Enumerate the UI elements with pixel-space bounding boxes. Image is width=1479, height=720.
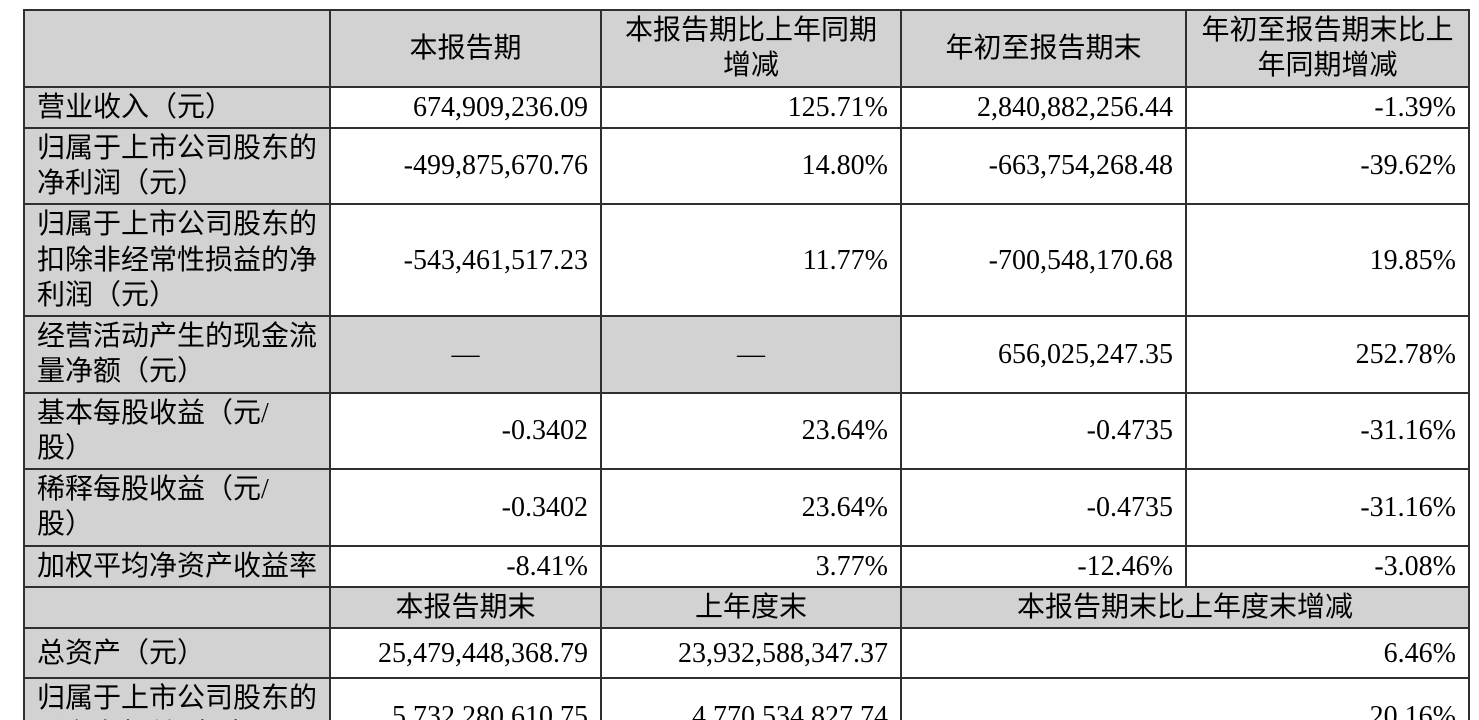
row-label: 经营活动产生的现金流 量净额（元） — [23, 315, 331, 394]
cell-revenue-current: 674,909,236.09 — [329, 85, 602, 129]
cell-deducted-ytd: -700,548,170.68 — [900, 203, 1187, 318]
cell-equity-period-end: 5,732,280,610.75 — [329, 677, 602, 720]
header-ytd: 年初至报告期末 — [900, 9, 1187, 88]
table-row-owners-equity: 归属于上市公司股东的 所有者权益（元） 5,732,280,610.75 4,7… — [23, 677, 1470, 720]
cell-basic-eps-ytd: -0.4735 — [900, 391, 1187, 471]
cell-total-assets-period-end: 25,479,448,368.79 — [329, 627, 602, 680]
table-row-deducted-net-profit: 归属于上市公司股东的 扣除非经常性损益的净 利润（元） -543,461,517… — [23, 203, 1470, 318]
cell-basic-eps-ytd-yoy: -31.16% — [1185, 391, 1470, 471]
row-label: 归属于上市公司股东的 扣除非经常性损益的净 利润（元） — [23, 203, 331, 318]
cell-cash-flow-yoy-dash: — — [600, 315, 902, 394]
cell-equity-prev-year: 4,770,534,827.74 — [600, 677, 902, 720]
header-empty-cell — [23, 9, 331, 88]
cell-deducted-current: -543,461,517.23 — [329, 203, 602, 318]
row-label: 稀释每股收益（元/ 股） — [23, 468, 331, 547]
table-row-operating-cash-flow: 经营活动产生的现金流 量净额（元） — — 656,025,247.35 252… — [23, 315, 1470, 394]
cell-deducted-yoy: 11.77% — [600, 203, 902, 318]
cell-net-profit-current: -499,875,670.76 — [329, 126, 602, 206]
cell-net-profit-yoy: 14.80% — [600, 126, 902, 206]
cell-diluted-eps-yoy: 23.64% — [600, 468, 902, 547]
row-label: 营业收入（元） — [23, 85, 331, 129]
cell-diluted-eps-current: -0.3402 — [329, 468, 602, 547]
table-row-net-profit: 归属于上市公司股东的 净利润（元） -499,875,670.76 14.80%… — [23, 126, 1470, 206]
cell-roe-ytd-yoy: -3.08% — [1185, 544, 1470, 588]
cell-total-assets-prev-year: 23,932,588,347.37 — [600, 627, 902, 680]
cell-basic-eps-yoy: 23.64% — [600, 391, 902, 471]
cell-net-profit-ytd: -663,754,268.48 — [900, 126, 1187, 206]
row-label: 加权平均净资产收益率 — [23, 544, 331, 588]
table-row-total-assets: 总资产（元） 25,479,448,368.79 23,932,588,347.… — [23, 627, 1470, 680]
cell-total-assets-change: 6.46% — [900, 627, 1470, 680]
table-subheader-row: 本报告期末 上年度末 本报告期末比上年度末增减 — [23, 585, 1470, 630]
cell-revenue-yoy: 125.71% — [600, 85, 902, 129]
table-row-weighted-roe: 加权平均净资产收益率 -8.41% 3.77% -12.46% -3.08% — [23, 544, 1470, 588]
cell-deducted-ytd-yoy: 19.85% — [1185, 203, 1470, 318]
financial-summary-table: 本报告期 本报告期比上年同期 增减 年初至报告期末 年初至报告期末比上 年同期增… — [23, 9, 1470, 720]
cell-cash-flow-current-dash: — — [329, 315, 602, 394]
subheader-period-end-change: 本报告期末比上年度末增减 — [900, 585, 1470, 630]
row-label: 归属于上市公司股东的 净利润（元） — [23, 126, 331, 206]
cell-cash-flow-ytd-yoy: 252.78% — [1185, 315, 1470, 394]
cell-diluted-eps-ytd-yoy: -31.16% — [1185, 468, 1470, 547]
table-row-revenue: 营业收入（元） 674,909,236.09 125.71% 2,840,882… — [23, 85, 1470, 129]
header-current-period: 本报告期 — [329, 9, 602, 88]
table-row-basic-eps: 基本每股收益（元/ 股） -0.3402 23.64% -0.4735 -31.… — [23, 391, 1470, 471]
cell-revenue-ytd: 2,840,882,256.44 — [900, 85, 1187, 129]
cell-net-profit-ytd-yoy: -39.62% — [1185, 126, 1470, 206]
cell-basic-eps-current: -0.3402 — [329, 391, 602, 471]
cell-cash-flow-ytd: 656,025,247.35 — [900, 315, 1187, 394]
header-current-yoy: 本报告期比上年同期 增减 — [600, 9, 902, 88]
cell-revenue-ytd-yoy: -1.39% — [1185, 85, 1470, 129]
row-label: 归属于上市公司股东的 所有者权益（元） — [23, 677, 331, 720]
table-header-row: 本报告期 本报告期比上年同期 增减 年初至报告期末 年初至报告期末比上 年同期增… — [23, 9, 1470, 88]
subheader-period-end: 本报告期末 — [329, 585, 602, 630]
cell-roe-yoy: 3.77% — [600, 544, 902, 588]
cell-diluted-eps-ytd: -0.4735 — [900, 468, 1187, 547]
cell-roe-current: -8.41% — [329, 544, 602, 588]
header-ytd-yoy: 年初至报告期末比上 年同期增减 — [1185, 9, 1470, 88]
subheader-empty-cell — [23, 585, 331, 630]
table-row-diluted-eps: 稀释每股收益（元/ 股） -0.3402 23.64% -0.4735 -31.… — [23, 468, 1470, 547]
cell-roe-ytd: -12.46% — [900, 544, 1187, 588]
subheader-prev-year-end: 上年度末 — [600, 585, 902, 630]
row-label: 总资产（元） — [23, 627, 331, 680]
cell-equity-change: 20.16% — [900, 677, 1470, 720]
row-label: 基本每股收益（元/ 股） — [23, 391, 331, 471]
